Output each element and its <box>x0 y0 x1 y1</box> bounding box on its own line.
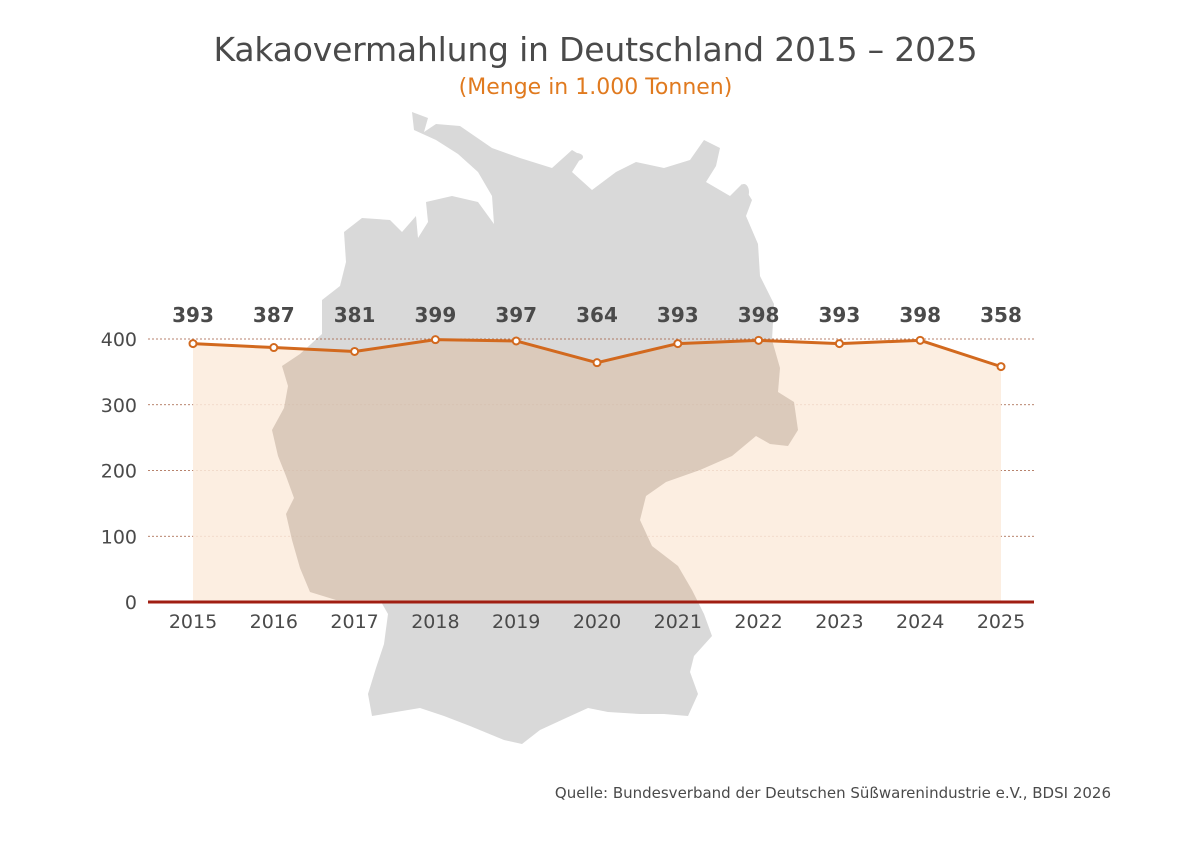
data-label: 387 <box>253 303 295 327</box>
data-point <box>834 339 844 349</box>
map-island-icon <box>739 184 749 200</box>
map-island-icon <box>569 153 583 161</box>
x-tick-label: 2017 <box>330 611 378 633</box>
x-tick-label: 2019 <box>492 611 540 633</box>
data-points <box>188 335 1006 372</box>
x-tick-label: 2020 <box>573 611 621 633</box>
chart-title: Kakaovermahlung in Deutschland 2015 – 20… <box>213 30 978 69</box>
y-axis: 0 100 200 300 400 <box>101 329 137 614</box>
data-label: 393 <box>172 303 214 327</box>
data-point <box>511 336 521 346</box>
x-axis: 2015 2016 2017 2018 2019 2020 2021 2022 2023 2024… <box>169 611 1025 633</box>
source-note: Quelle: Bundesverband der Deutschen Süßw… <box>554 784 1111 802</box>
y-tick-label: 100 <box>101 526 137 548</box>
x-tick-label: 2024 <box>896 611 944 633</box>
x-tick-label: 2016 <box>250 611 298 633</box>
data-point <box>673 339 683 349</box>
data-label: 364 <box>576 303 618 327</box>
y-tick-label: 300 <box>101 395 137 417</box>
data-label: 393 <box>657 303 699 327</box>
data-point <box>592 358 602 368</box>
y-tick-label: 0 <box>125 592 137 614</box>
y-tick-label: 200 <box>101 461 137 483</box>
data-point <box>269 343 279 353</box>
data-point <box>430 335 440 345</box>
x-tick-label: 2023 <box>815 611 863 633</box>
data-point <box>915 335 925 345</box>
x-tick-label: 2022 <box>734 611 782 633</box>
x-tick-label: 2015 <box>169 611 217 633</box>
area-fill-map-overlay <box>272 339 798 602</box>
x-tick-label: 2021 <box>654 611 702 633</box>
data-point <box>350 346 360 356</box>
data-point <box>996 362 1006 372</box>
data-point <box>754 335 764 345</box>
data-point <box>188 339 198 349</box>
x-tick-label: 2025 <box>977 611 1025 633</box>
data-label: 399 <box>415 303 457 327</box>
data-label: 397 <box>495 303 537 327</box>
x-tick-label: 2018 <box>411 611 459 633</box>
y-tick-label: 400 <box>101 329 137 351</box>
chart-subtitle: (Menge in 1.000 Tonnen) <box>458 75 733 100</box>
data-label: 398 <box>899 303 941 327</box>
data-label: 381 <box>334 303 376 327</box>
data-labels: 393 387 381 399 397 364 393 398 393 398 358 <box>172 303 1022 327</box>
data-label: 393 <box>819 303 861 327</box>
data-label: 398 <box>738 303 780 327</box>
data-label: 358 <box>980 303 1022 327</box>
